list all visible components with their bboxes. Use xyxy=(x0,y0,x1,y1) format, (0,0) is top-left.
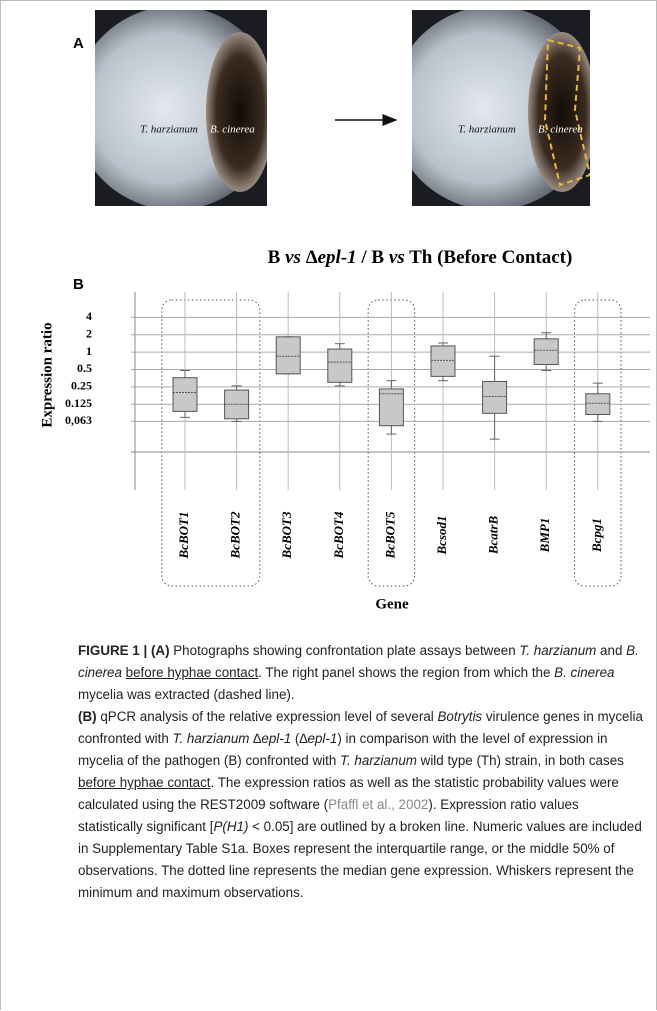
title-run: vs xyxy=(389,247,405,268)
plate-photo xyxy=(391,6,596,210)
title-run: epl-1 xyxy=(318,247,357,268)
caption: FIGURE 1 | (A) Photographs showing confr… xyxy=(78,640,644,904)
y-tick-label: 0.25 xyxy=(71,379,92,393)
box xyxy=(483,381,507,413)
title-run: vs xyxy=(285,247,301,268)
y-tick-label: 1 xyxy=(86,344,92,358)
caption-paragraph: (B) qPCR analysis of the relative expres… xyxy=(78,706,644,904)
caption-text: Photographs showing confrontation plate … xyxy=(170,643,520,658)
box xyxy=(276,337,300,374)
panel-label: B xyxy=(73,276,84,293)
x-tick-label: BcBOT5 xyxy=(382,511,397,559)
caption-text: qPCR analysis of the relative expression… xyxy=(97,709,438,724)
x-tick-label: BMP1 xyxy=(537,518,552,554)
figure: A T. harzianum B. cinerea T. harzianum B… xyxy=(0,0,657,640)
x-tick-label: BcBOT3 xyxy=(279,511,294,559)
x-tick-label: Bcpg1 xyxy=(589,518,604,553)
caption-text: T. harzianum ∆epl-1 xyxy=(173,731,292,746)
y-tick-label: 0,063 xyxy=(65,413,92,427)
y-tick-label: 0.5 xyxy=(77,361,92,375)
organism-label: B. cinerea xyxy=(210,124,255,136)
y-tick-label: 4 xyxy=(86,309,92,323)
caption-text: P(H1) xyxy=(213,819,248,834)
x-tick-label: BcBOT1 xyxy=(176,512,191,560)
caption-paragraph: FIGURE 1 | (A) Photographs showing confr… xyxy=(78,640,644,706)
box xyxy=(534,339,558,365)
x-tick-label: Bcsod1 xyxy=(434,516,449,556)
box xyxy=(328,349,352,382)
citation-link[interactable]: Pfaffl et al., 2002 xyxy=(328,797,428,812)
chart-title: B vs Δepl-1 / B vs Th (Before Contact) xyxy=(268,247,573,268)
plate-photo xyxy=(73,6,277,210)
caption-text: B. cinerea xyxy=(554,665,614,680)
organism-label: B. cinerea xyxy=(538,124,583,136)
caption-text: and xyxy=(596,643,626,658)
caption-text: T. harzianum xyxy=(340,753,417,768)
x-tick-label: BcatrB xyxy=(486,516,501,556)
y-tick-label: 0.125 xyxy=(65,396,92,410)
title-run: Δ xyxy=(301,247,318,268)
caption-text: before hyphae contact xyxy=(126,665,259,680)
organism-label: T. harzianum xyxy=(140,124,198,136)
caption-text: ∆epl-1 xyxy=(299,731,337,746)
caption-text: wild type (Th) strain, in both cases xyxy=(417,753,624,768)
box xyxy=(379,389,403,426)
title-run: Th (Before Contact) xyxy=(405,247,573,268)
box xyxy=(173,378,197,412)
caption-text: FIGURE 1 | (A) xyxy=(78,643,170,658)
title-run: / B xyxy=(357,247,389,268)
caption-text: Botrytis xyxy=(437,709,482,724)
y-tick-label: 2 xyxy=(86,326,92,340)
x-tick-label: BcBOT4 xyxy=(331,511,346,559)
caption-text: before hyphae contact xyxy=(78,775,211,790)
caption-text: mycelia was extracted (dashed line). xyxy=(78,687,295,702)
y-axis-label: Expression ratio xyxy=(39,322,55,427)
caption-text: . The right panel shows the region from … xyxy=(258,665,554,680)
caption-text: T. harzianum xyxy=(519,643,596,658)
box xyxy=(431,346,455,376)
caption-text: (B) xyxy=(78,709,97,724)
title-run: B xyxy=(268,247,285,268)
x-axis-label: Gene xyxy=(375,596,409,612)
page: A T. harzianum B. cinerea T. harzianum B… xyxy=(0,0,657,1011)
box xyxy=(586,394,610,415)
panel-label: A xyxy=(73,35,84,52)
organism-label: T. harzianum xyxy=(458,124,516,136)
x-tick-label: BcBOT2 xyxy=(228,511,243,559)
